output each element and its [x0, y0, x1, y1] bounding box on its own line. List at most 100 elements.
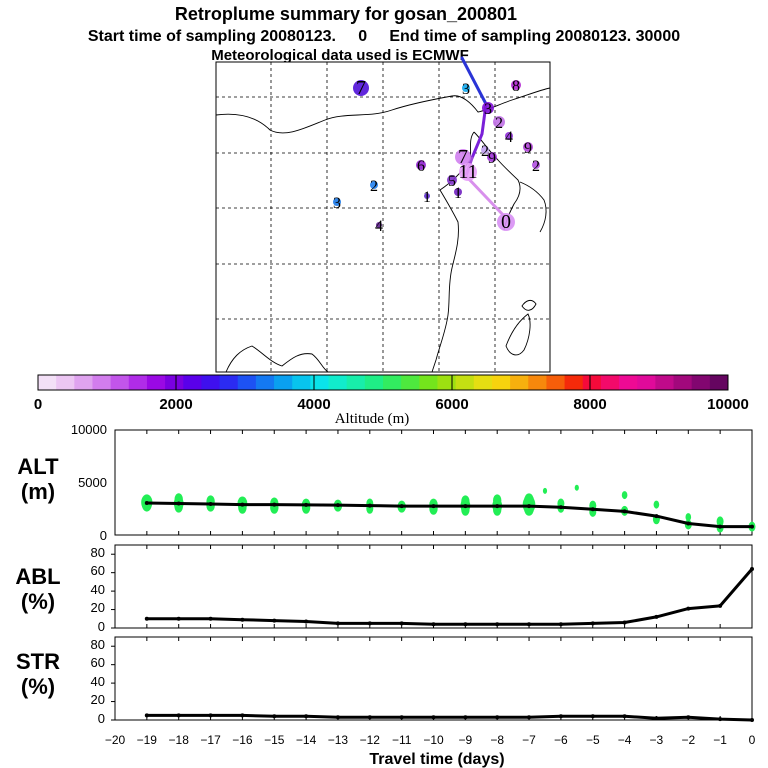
series-point: [144, 616, 149, 621]
map-marker-dot: [493, 116, 505, 128]
map-marker-dot: [333, 198, 341, 206]
map-marker-dot: [416, 160, 426, 170]
alt-scatter-point: [685, 513, 692, 522]
map-marker-label: 0: [501, 211, 511, 233]
colorbar-cell: [564, 375, 584, 390]
series-point: [272, 502, 277, 507]
map-marker-dot: [532, 161, 540, 169]
series-point: [431, 504, 436, 509]
colorbar-cell: [110, 375, 130, 390]
colorbar-tick-label: 6000: [435, 396, 468, 413]
alt-ytick-5000: 5000: [78, 475, 107, 490]
map-marker-dot: [511, 80, 521, 90]
series-point: [558, 714, 563, 719]
str-panel: STR (%) 80 60 40 20 0: [16, 636, 754, 726]
str-ytick-20: 20: [91, 692, 105, 707]
str-ytick-40: 40: [91, 674, 105, 689]
map-marker-dot: [353, 80, 369, 96]
series-point: [399, 715, 404, 720]
coastlines: [215, 87, 551, 373]
colorbar-cell: [691, 375, 711, 390]
series-point: [590, 621, 595, 626]
colorbar-cells: [38, 375, 729, 390]
series-point: [176, 501, 181, 506]
series-point: [176, 713, 181, 718]
series-point: [527, 715, 531, 720]
series-point: [144, 501, 149, 505]
map-marker-dot: [424, 193, 430, 199]
series-point: [463, 622, 468, 627]
colorbar-cell: [38, 375, 57, 390]
colorbar-cell: [146, 375, 166, 390]
colorbar-cell: [74, 375, 93, 390]
map-marker-label: 1: [423, 189, 431, 206]
series-line: [146, 713, 753, 722]
track-segment-surface: [464, 174, 508, 220]
series-point: [240, 617, 245, 622]
colorbar-cell: [437, 375, 457, 390]
alt-panel-label: ALT: [17, 454, 59, 479]
x-tick-label: −7: [522, 733, 536, 747]
alt-scatter-point: [524, 501, 534, 516]
series-point: [495, 504, 500, 509]
colorbar-cell: [709, 375, 729, 390]
colorbar-cell: [56, 375, 75, 390]
series-point: [367, 621, 372, 626]
x-tick-label: −19: [137, 733, 158, 747]
series-point: [208, 616, 213, 621]
map-marker-dot: [370, 181, 378, 189]
series-point: [463, 504, 468, 509]
colorbar-tick-label: 4000: [297, 396, 330, 413]
colorbar-tick-label: 10000: [707, 396, 749, 413]
series-line: [146, 501, 752, 529]
series-point: [654, 514, 659, 519]
alt-scatter-point: [621, 491, 628, 500]
series-point: [495, 622, 500, 627]
series-point: [750, 567, 754, 571]
series-point: [367, 503, 372, 508]
series-point: [718, 603, 723, 608]
abl-yticks: 80 60 40 20 0: [91, 545, 115, 634]
sampling-subtitle: Start time of sampling 20080123. 0 End t…: [88, 28, 680, 45]
x-tick-label: −11: [392, 733, 412, 747]
colorbar-cell: [183, 375, 202, 390]
str-ytick-60: 60: [91, 655, 105, 670]
series-point: [527, 504, 531, 509]
alt-panel: ALT (m) 10000 5000 0: [17, 422, 756, 543]
map-marker-label: 9: [488, 150, 496, 167]
series-point: [304, 714, 309, 719]
map-marker-label: 9: [524, 140, 532, 157]
x-axis-ticks: −20 −19 −18 −17 −16 −15 −14 −13 −12 −11 −10 −9 −8 −7−…: [105, 733, 756, 747]
x-tick-label: −6: [554, 733, 568, 747]
colorbar-cell: [637, 375, 656, 390]
alt-panel-unit: (m): [21, 479, 55, 504]
colorbar-cell: [673, 375, 693, 390]
series-point: [622, 714, 627, 719]
colorbar-cell: [491, 375, 511, 390]
abl-ytick-20: 20: [91, 600, 105, 615]
track-segment-high: [460, 56, 488, 106]
track-segment-mid: [470, 102, 488, 160]
map-marker-label: 7: [458, 146, 468, 168]
x-tick-label: −13: [328, 733, 349, 747]
series-point: [686, 521, 691, 526]
x-tick-label: −5: [586, 733, 600, 747]
series-point: [335, 503, 340, 508]
series-line: [146, 568, 754, 626]
colorbar-cell: [219, 375, 239, 390]
map-marker-label: 1: [454, 185, 462, 202]
colorbar-cell: [455, 375, 475, 390]
colorbar-cell: [237, 375, 257, 390]
map-marker-dot: [487, 152, 497, 162]
series-point: [495, 715, 500, 720]
alt-ytick-10000: 10000: [71, 422, 107, 437]
abl-panel-label: ABL: [15, 564, 60, 589]
map-marker-dot: [459, 163, 477, 181]
colorbar-cell: [419, 375, 438, 390]
str-panel-unit: (%): [21, 674, 55, 699]
x-tick-label: −15: [264, 733, 285, 747]
series-point: [399, 621, 404, 626]
map-marker-dot: [482, 102, 494, 114]
